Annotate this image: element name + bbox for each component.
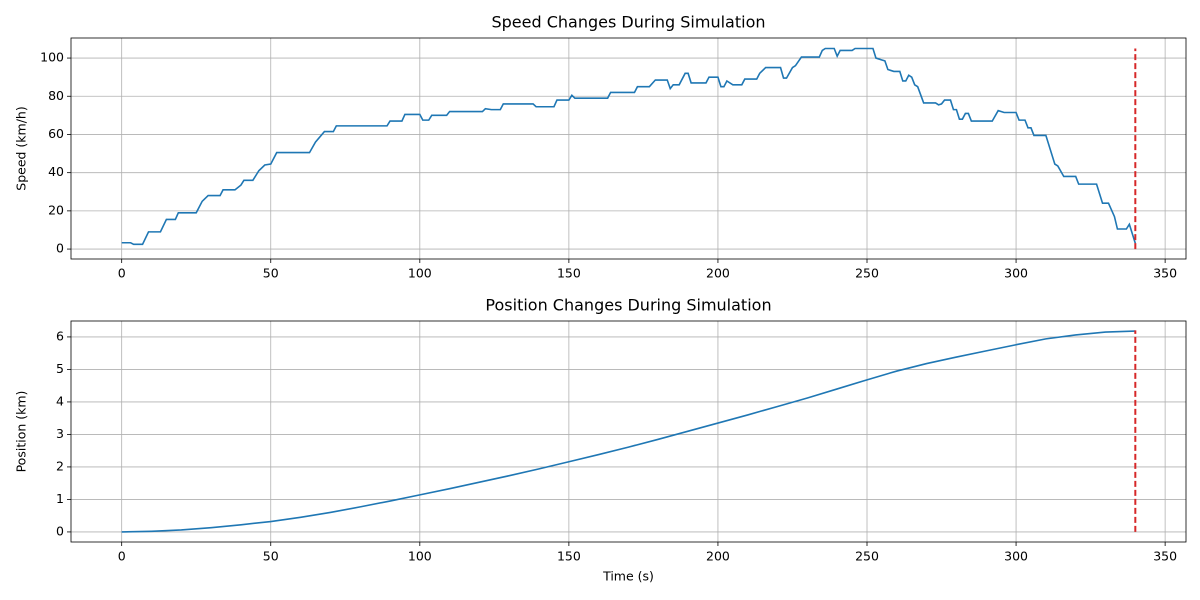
x-tick-label: 350 — [1153, 266, 1177, 281]
y-tick-label: 20 — [48, 202, 64, 217]
x-tick-label: 50 — [263, 266, 279, 281]
chart-title: Speed Changes During Simulation — [491, 13, 765, 32]
line-series — [121, 330, 1136, 533]
y-tick-label: 2 — [56, 458, 64, 473]
x-tick-label: 150 — [557, 549, 581, 564]
x-tick-label: 200 — [706, 266, 730, 281]
y-tick-label: 3 — [56, 426, 64, 441]
x-tick-label: 250 — [855, 266, 879, 281]
y-tick-label: 0 — [56, 241, 64, 256]
x-tick-label: 150 — [557, 266, 581, 281]
y-tick-label: 4 — [56, 393, 64, 408]
chart-title: Position Changes During Simulation — [485, 296, 771, 315]
y-axis-label: Position (km) — [14, 391, 29, 473]
x-tick-label: 100 — [408, 266, 432, 281]
line-series — [121, 47, 1137, 246]
y-tick-label: 6 — [56, 328, 64, 343]
y-tick-label: 80 — [48, 88, 64, 103]
y-tick-label: 0 — [56, 523, 64, 538]
plot-frame — [70, 320, 1187, 543]
x-tick-label: 100 — [408, 549, 432, 564]
y-axis-label: Speed (km/h) — [14, 106, 29, 190]
x-tick-label: 350 — [1153, 549, 1177, 564]
x-tick-label: 0 — [118, 266, 126, 281]
x-tick-label: 200 — [706, 549, 730, 564]
plot-frame — [70, 37, 1187, 260]
y-tick-label: 60 — [48, 126, 64, 141]
y-tick-label: 1 — [56, 491, 64, 506]
y-tick-label: 100 — [40, 50, 64, 65]
x-tick-label: 250 — [855, 549, 879, 564]
x-tick-label: 0 — [118, 549, 126, 564]
y-tick-label: 5 — [56, 361, 64, 376]
x-tick-label: 50 — [263, 549, 279, 564]
x-axis-label: Time (s) — [602, 569, 654, 584]
x-tick-label: 300 — [1004, 549, 1028, 564]
x-tick-label: 300 — [1004, 266, 1028, 281]
y-tick-label: 40 — [48, 164, 64, 179]
